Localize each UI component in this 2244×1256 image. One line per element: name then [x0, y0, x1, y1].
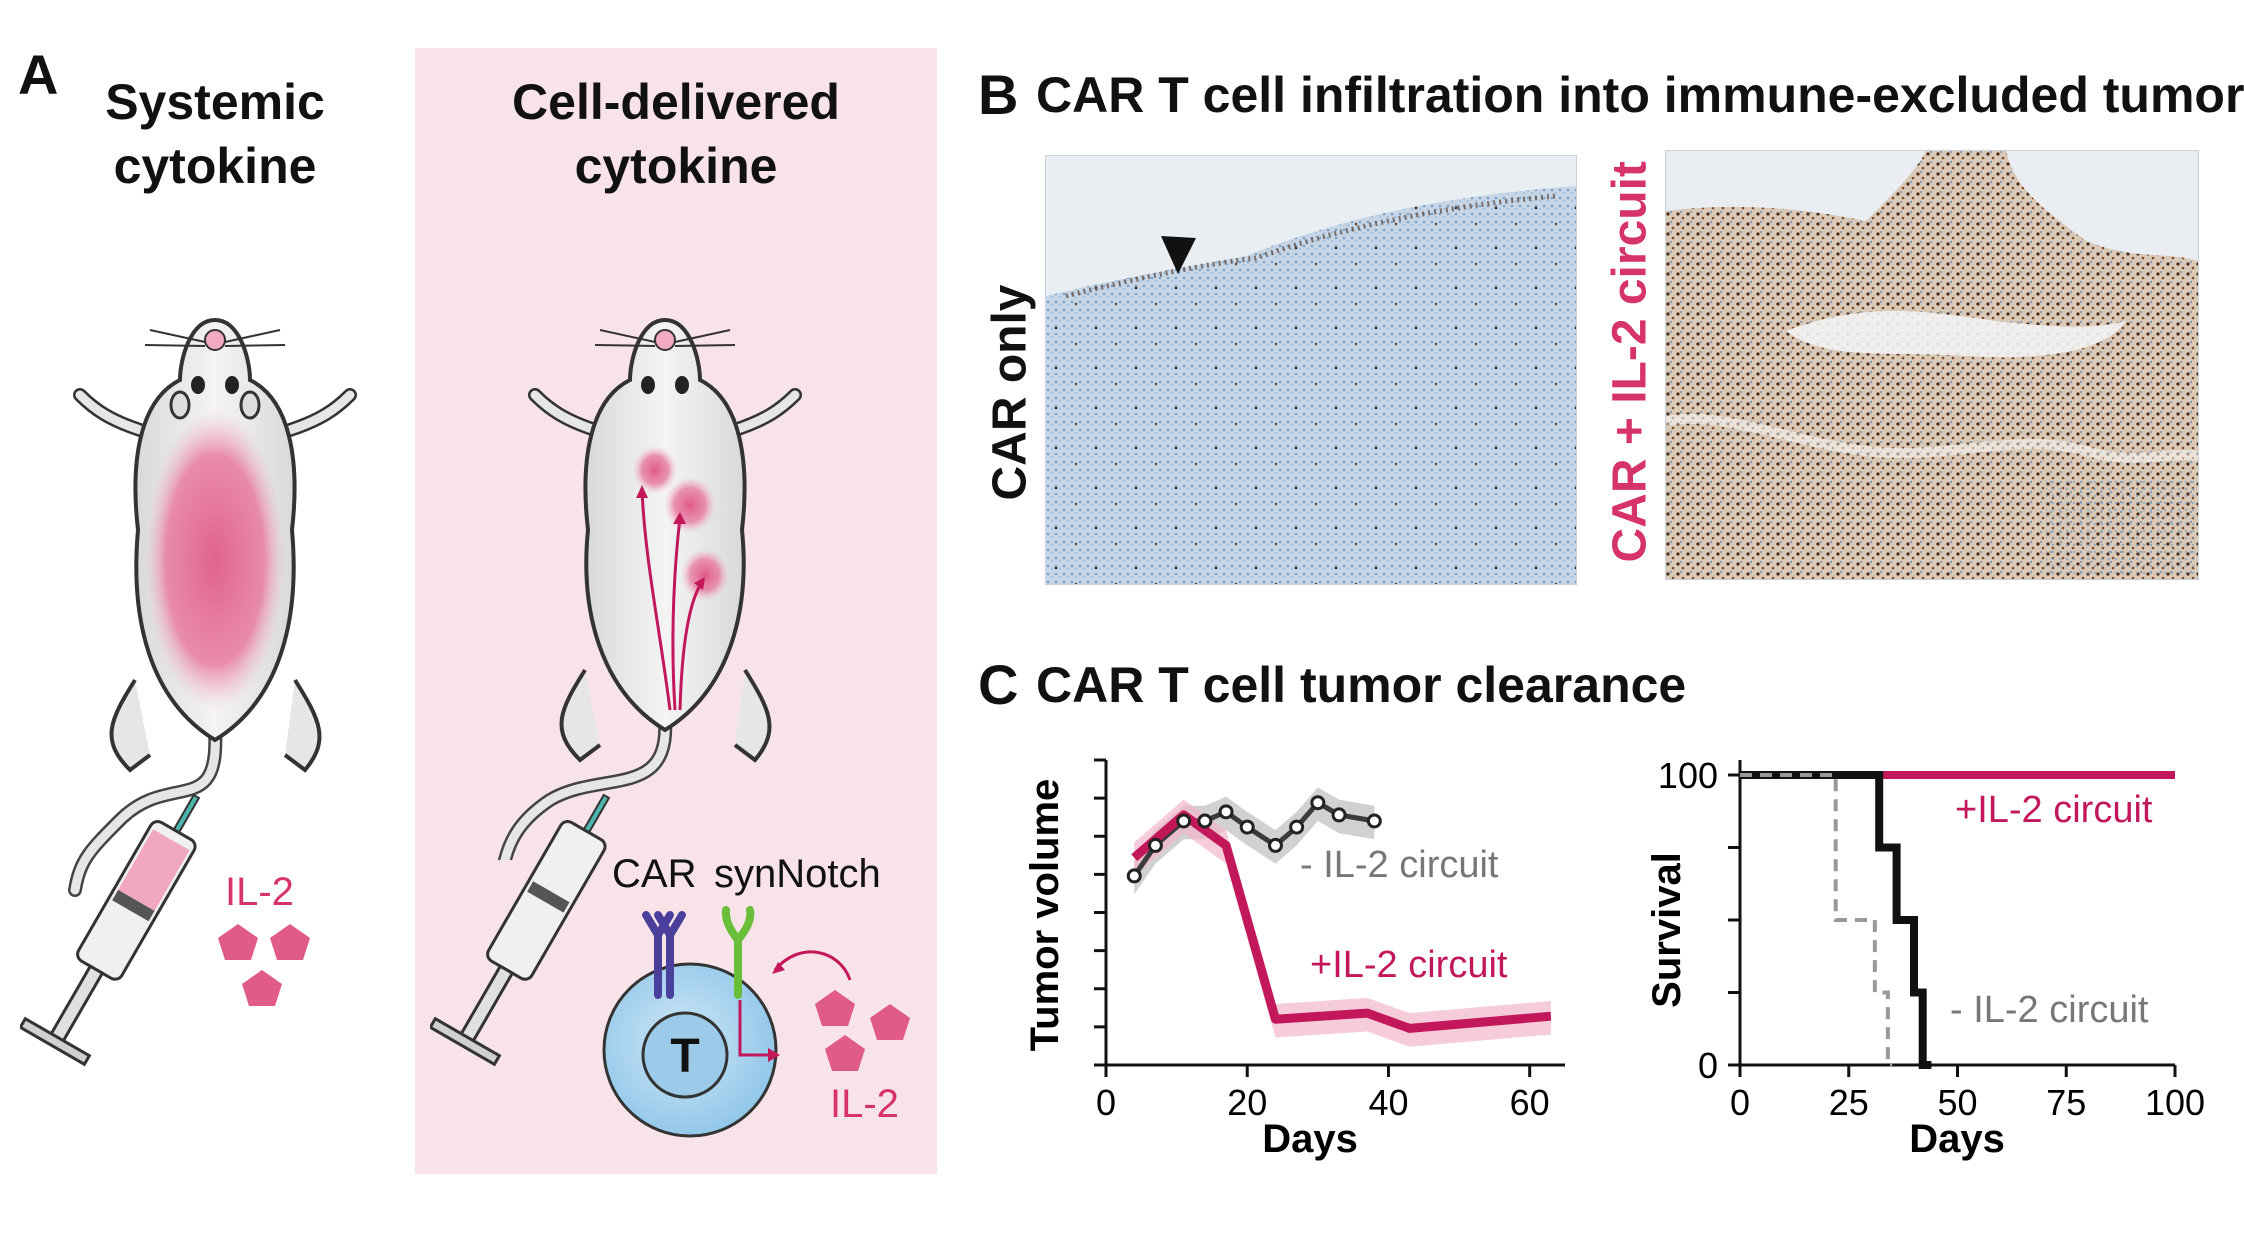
tumor-volume-xtick-label: 40	[1368, 1082, 1408, 1123]
car-only-label-container: CAR only	[975, 270, 1045, 520]
survival-xlabel: Days	[1909, 1117, 2005, 1161]
panel-b-title: CAR T cell infiltration into immune-excl…	[1036, 67, 2244, 123]
survival-xtick-label: 0	[1730, 1082, 1750, 1123]
tumor-volume-point	[1176, 813, 1192, 829]
tumor-volume-xtick-label: 20	[1227, 1082, 1267, 1123]
car-only-label: CAR only	[983, 284, 1037, 501]
car-il2-circuit-label: CAR + IL-2 circuit	[1603, 161, 1657, 563]
tumor-volume-point	[1267, 837, 1283, 853]
tumor-volume-point	[1126, 868, 1142, 884]
survival-ytick-label: 100	[1658, 755, 1718, 796]
tumor-minus-il2-label: - IL-2 circuit	[1300, 844, 1499, 886]
panel-a-letter: A	[18, 43, 59, 106]
survival-ytick-label: 0	[1698, 1045, 1718, 1086]
survival-xtick-label: 100	[2145, 1082, 2205, 1123]
survival-series-line	[1740, 773, 1893, 1067]
survival-chart: 0 100 0 25 50 75 100 Days Survival +IL-2 circ…	[1645, 755, 2205, 1161]
panel-c-letter: C	[978, 653, 1019, 716]
tumor-plus-il2-label: +IL-2 circuit	[1310, 944, 1508, 986]
survival-plus-il2-label: +IL-2 circuit	[1955, 789, 2153, 831]
systemic-mouse-illustration	[68, 317, 357, 897]
tumor-volume-point	[1239, 819, 1255, 835]
t-cell-illustration: T	[602, 906, 910, 1138]
tumor-volume-point	[1218, 804, 1234, 820]
survival-xtick-label: 50	[1937, 1082, 1977, 1123]
tumor-volume-error-band	[1134, 799, 1551, 1047]
panel-c-title: CAR T cell tumor clearance	[1036, 657, 1687, 713]
survival-xtick-label: 75	[2046, 1082, 2086, 1123]
survival-minus-il2-label: - IL-2 circuit	[1950, 989, 2149, 1031]
tumor-volume-point	[1310, 795, 1326, 811]
systemic-title-line1: Systemic	[105, 74, 325, 130]
car-only-histology-image	[1045, 155, 1577, 585]
tumor-volume-point	[1289, 819, 1305, 835]
car-receptor-label: CAR	[612, 852, 697, 896]
cell-delivered-cytokine-heading: Cell-delivered cytokine	[415, 70, 937, 198]
tumor-volume-ylabel: Tumor volume	[1023, 779, 1067, 1052]
survival-series-line	[1740, 771, 1932, 1069]
car-il2-histology-image	[1665, 150, 2199, 580]
cell-delivered-title-line1: Cell-delivered	[512, 74, 840, 130]
tumor-volume-xtick-label: 0	[1096, 1082, 1116, 1123]
panel-b-letter: B	[978, 63, 1019, 126]
tumor-volume-xlabel: Days	[1262, 1117, 1358, 1161]
synnotch-receptor-label: synNotch	[714, 852, 881, 896]
survival-ylabel: Survival	[1645, 852, 1689, 1008]
tumor-volume-xtick-label: 60	[1510, 1082, 1550, 1123]
cell-delivered-syringe-illustration	[430, 793, 611, 1067]
tumor-volume-point	[1366, 813, 1382, 829]
tumor-volume-point	[1331, 807, 1347, 823]
systemic-title-line2: cytokine	[113, 138, 317, 194]
systemic-cytokine-heading: Systemic cytokine	[90, 70, 340, 198]
cell-delivered-title-line2: cytokine	[574, 138, 778, 194]
cell-delivered-mouse-illustration	[498, 317, 802, 860]
systemic-syringe-illustration	[20, 793, 201, 1067]
tumor-volume-chart: 0 20 40 60 Days Tumor volume - IL-2 circuit…	[1023, 758, 1565, 1161]
il2-label-systemic: IL-2	[225, 870, 294, 914]
il2-label-cell-delivered: IL-2	[830, 1082, 899, 1126]
survival-xtick-label: 25	[1829, 1082, 1869, 1123]
tumor-volume-point	[1197, 813, 1213, 829]
il2-pentagons-systemic	[218, 924, 310, 1006]
t-cell-letter: T	[670, 1030, 699, 1083]
car-il2-label-container: CAR + IL-2 circuit	[1595, 161, 1665, 562]
tumor-volume-point	[1147, 837, 1163, 853]
